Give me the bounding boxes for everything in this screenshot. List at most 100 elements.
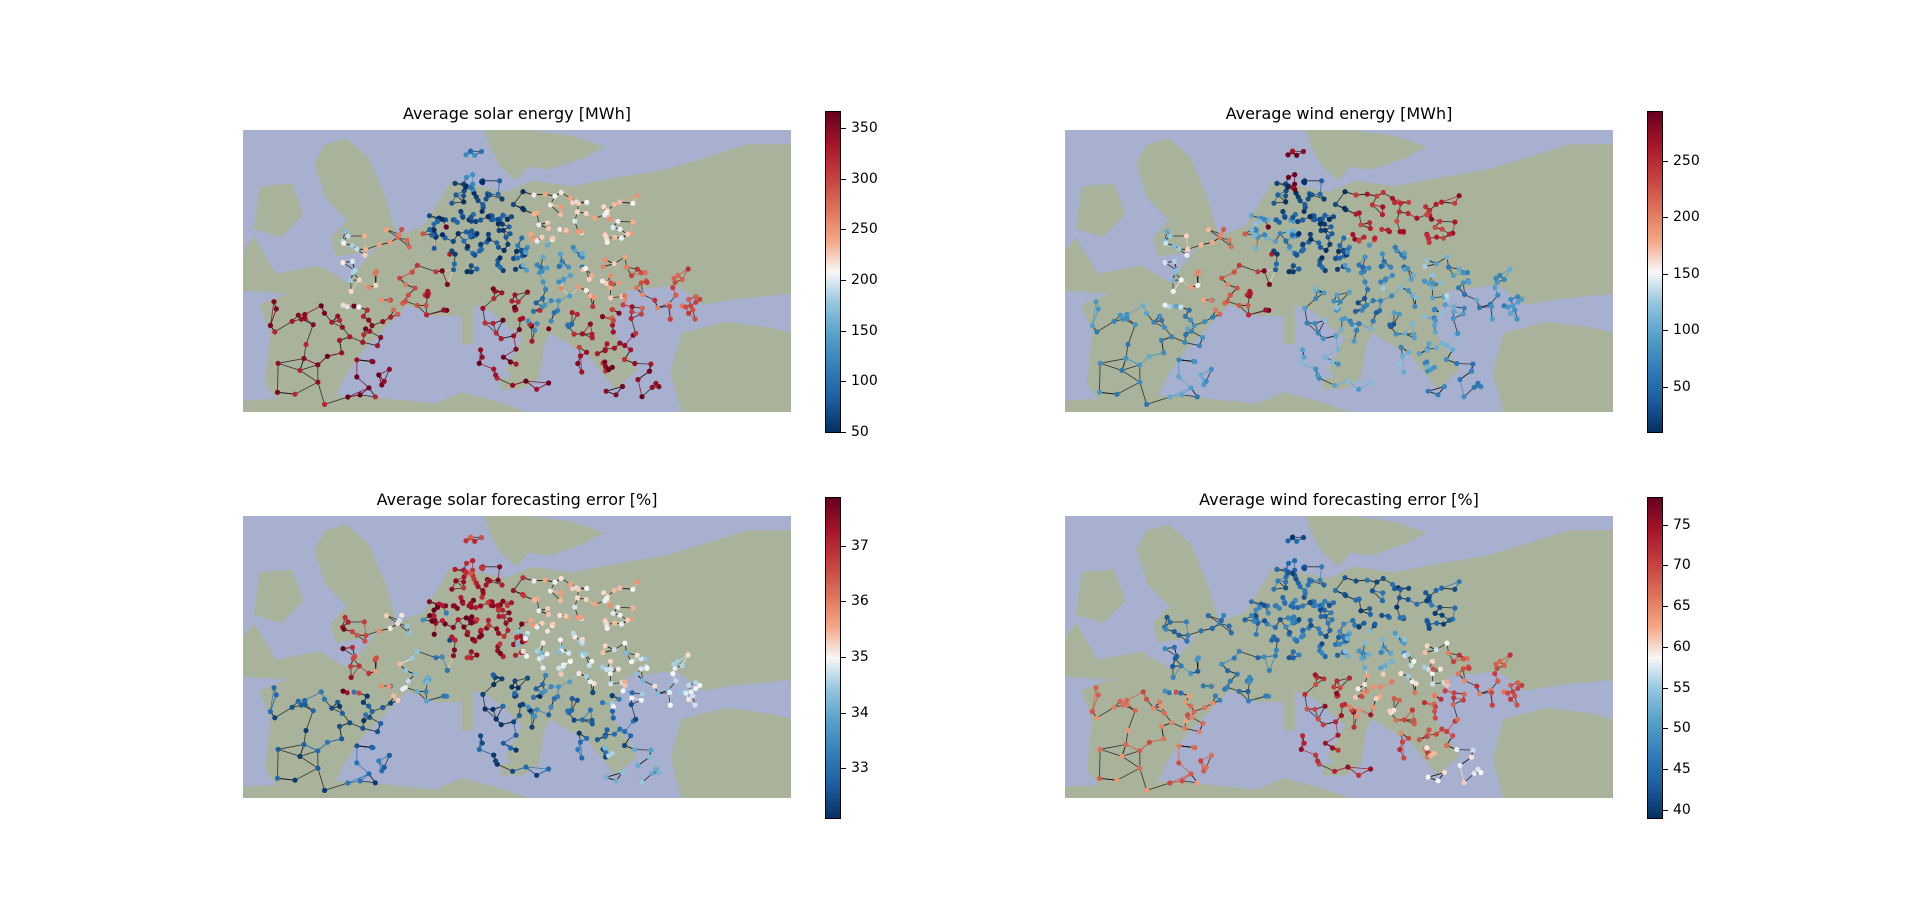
grid-node — [610, 329, 616, 335]
grid-node — [601, 590, 607, 596]
grid-node — [1519, 682, 1525, 688]
grid-node — [1294, 252, 1300, 258]
grid-node — [1370, 298, 1376, 304]
grid-node — [607, 272, 614, 278]
grid-node — [341, 626, 347, 632]
grid-node — [472, 638, 478, 644]
grid-node — [602, 734, 608, 740]
grid-node — [1192, 745, 1198, 751]
grid-node — [463, 152, 469, 158]
grid-node — [1253, 607, 1259, 613]
grid-node — [1245, 688, 1251, 695]
grid-node — [495, 191, 501, 197]
grid-node — [366, 670, 372, 676]
grid-node — [1315, 716, 1321, 722]
map-svg — [243, 130, 791, 412]
grid-node — [667, 303, 673, 310]
grid-node — [1422, 650, 1428, 656]
grid-node — [1169, 334, 1175, 340]
grid-node — [1432, 224, 1438, 230]
grid-node — [617, 726, 623, 732]
grid-node — [1300, 217, 1306, 223]
grid-node — [556, 263, 562, 269]
grid-node — [1179, 392, 1185, 398]
grid-node — [606, 367, 612, 373]
grid-node — [1470, 747, 1476, 753]
grid-node — [601, 204, 607, 210]
grid-node — [1246, 293, 1252, 299]
grid-node — [1157, 699, 1163, 705]
grid-node — [500, 317, 506, 323]
grid-node — [1302, 201, 1308, 208]
grid-node — [1337, 299, 1343, 305]
grid-node — [1248, 599, 1255, 605]
grid-node — [1397, 200, 1404, 206]
grid-node — [1271, 200, 1277, 206]
grid-node — [644, 279, 650, 285]
grid-node — [1342, 189, 1348, 195]
grid-node — [1507, 266, 1513, 272]
grid-node — [414, 302, 420, 308]
land-continent — [1065, 144, 1613, 412]
grid-node — [301, 741, 307, 748]
grid-node — [1307, 231, 1313, 237]
grid-node — [1161, 710, 1167, 716]
grid-node — [478, 733, 484, 739]
grid-node — [1212, 693, 1219, 699]
grid-node — [628, 347, 634, 353]
grid-node — [1353, 597, 1359, 603]
grid-node — [589, 272, 595, 278]
grid-node — [337, 723, 343, 729]
grid-node — [370, 745, 376, 751]
grid-node — [1308, 622, 1314, 628]
grid-nodes — [1089, 148, 1525, 407]
grid-node — [1379, 212, 1386, 218]
grid-node — [1430, 295, 1436, 301]
grid-node — [608, 666, 614, 672]
grid-node — [1409, 321, 1415, 327]
grid-node — [431, 245, 437, 251]
grid-node — [1424, 643, 1430, 649]
grid-node — [575, 200, 582, 206]
grid-node — [634, 266, 640, 272]
grid-node — [397, 275, 403, 281]
grid-node — [1119, 753, 1125, 759]
grid-node — [1178, 690, 1184, 696]
grid-node — [486, 236, 492, 242]
grid-node — [1336, 634, 1342, 640]
grid-node — [366, 385, 372, 391]
grid-node — [515, 299, 521, 305]
grid-node — [431, 607, 437, 613]
grid-node — [686, 696, 692, 702]
grid-node — [548, 684, 554, 690]
grid-node — [1111, 704, 1117, 710]
grid-node — [1322, 703, 1328, 709]
grid-node — [303, 341, 309, 348]
grid-node — [1283, 193, 1289, 199]
grid-node — [602, 257, 608, 263]
grid-node — [1362, 254, 1368, 260]
grid-node — [1332, 587, 1338, 594]
grid-node — [628, 733, 634, 739]
grid-node — [475, 198, 481, 204]
grid-node — [508, 214, 515, 220]
grid-node — [600, 264, 606, 270]
colorbar-tick-label: 75 — [1663, 516, 1691, 533]
grid-node — [558, 189, 564, 196]
grid-node — [615, 218, 621, 224]
grid-node — [470, 172, 476, 178]
grid-node — [395, 311, 401, 317]
grid-node — [1312, 286, 1318, 292]
grid-node — [1322, 740, 1328, 746]
grid-node — [1327, 241, 1333, 247]
grid-node — [1406, 349, 1412, 355]
grid-node — [443, 224, 449, 230]
grid-node — [423, 302, 429, 309]
grid-node — [616, 696, 622, 702]
grid-node — [1162, 646, 1168, 652]
grid-node — [671, 275, 677, 281]
grid-node — [485, 214, 491, 220]
grid-node — [1094, 329, 1100, 335]
grid-node — [367, 328, 373, 334]
grid-node — [1170, 674, 1176, 680]
